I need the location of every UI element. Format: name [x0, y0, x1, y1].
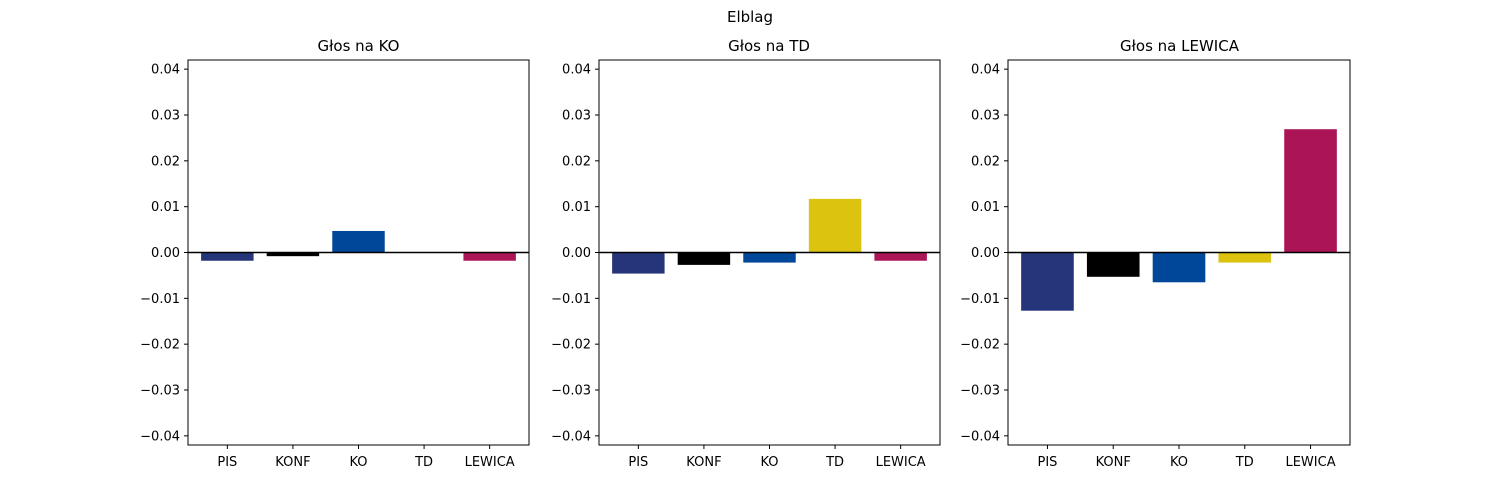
- ytick-label-ko: 0.00: [151, 246, 180, 261]
- bar-lewica-pis: [1021, 252, 1074, 311]
- bar-ko-konf: [266, 252, 320, 257]
- xtick-label-td-konf: KONF: [686, 455, 721, 470]
- bar-td-konf: [677, 252, 731, 265]
- ytick-label-ko: 0.04: [151, 63, 180, 78]
- xtick-label-lewica-pis: PIS: [1037, 455, 1057, 470]
- bar-td-pis: [612, 252, 665, 274]
- ytick-label-td: −0.01: [551, 292, 591, 307]
- subplot-td-title: Głos na TD: [728, 37, 810, 55]
- bar-td-lewica: [874, 252, 927, 261]
- ytick-label-td: 0.04: [562, 63, 591, 78]
- bar-lewica-td: [1218, 252, 1272, 263]
- bar-lewica-konf: [1086, 252, 1140, 277]
- ytick-label-lewica: −0.03: [960, 384, 1000, 399]
- ytick-label-td: −0.04: [551, 429, 591, 444]
- xtick-label-td-td: TD: [825, 455, 844, 470]
- ytick-label-td: 0.00: [562, 246, 591, 261]
- ytick-label-lewica: −0.04: [960, 429, 1000, 444]
- figure-suptitle: Elblag: [727, 8, 773, 26]
- ytick-label-lewica: −0.02: [960, 338, 1000, 353]
- ytick-label-ko: 0.02: [151, 154, 180, 169]
- xtick-label-ko-ko: KO: [349, 455, 367, 470]
- ytick-label-td: 0.01: [562, 200, 591, 215]
- ytick-label-td: −0.03: [551, 384, 591, 399]
- xtick-label-td-lewica: LEWICA: [876, 455, 926, 470]
- ytick-label-lewica: 0.03: [971, 109, 1000, 124]
- bar-td-ko: [743, 252, 796, 263]
- ytick-label-ko: 0.01: [151, 200, 180, 215]
- xtick-label-lewica-td: TD: [1235, 455, 1254, 470]
- xtick-label-ko-td: TD: [414, 455, 433, 470]
- bar-lewica-lewica: [1284, 129, 1337, 253]
- ytick-label-lewica: 0.02: [971, 154, 1000, 169]
- ytick-label-lewica: 0.00: [971, 246, 1000, 261]
- ytick-label-ko: −0.03: [140, 384, 180, 399]
- ytick-label-td: 0.03: [562, 109, 591, 124]
- ytick-label-ko: −0.01: [140, 292, 180, 307]
- xtick-label-ko-konf: KONF: [275, 455, 310, 470]
- bar-ko-lewica: [463, 252, 516, 261]
- xtick-label-td-ko: KO: [760, 455, 778, 470]
- subplot-td: Głos na TD −0.04 −0.03 −0.02 −0.01 0.00 0.01 0…: [551, 37, 941, 470]
- subplot-lewica-title: Głos na LEWICA: [1120, 37, 1240, 55]
- ytick-label-lewica: −0.01: [960, 292, 1000, 307]
- ytick-label-td: 0.02: [562, 154, 591, 169]
- xtick-label-lewica-lewica: LEWICA: [1285, 455, 1335, 470]
- subplot-lewica: Głos na LEWICA −0.04 −0.03 −0.02 −0.01 0.00 0…: [960, 37, 1351, 470]
- ytick-label-td: −0.02: [551, 338, 591, 353]
- xtick-label-td-pis: PIS: [628, 455, 648, 470]
- ytick-label-ko: 0.03: [151, 109, 180, 124]
- subplot-ko-title: Głos na KO: [318, 37, 400, 55]
- bar-ko-ko: [332, 230, 385, 253]
- ytick-label-ko: −0.04: [140, 429, 180, 444]
- subplot-ko: Głos na KO −0.04 −0.03 −0.02 −0.01 0.00 0.01 0…: [140, 37, 530, 470]
- xtick-label-ko-lewica: LEWICA: [465, 455, 515, 470]
- xtick-label-lewica-ko: KO: [1170, 455, 1188, 470]
- bar-ko-pis: [201, 252, 254, 261]
- ytick-label-ko: −0.02: [140, 338, 180, 353]
- bar-td-td: [808, 198, 862, 253]
- ytick-label-lewica: 0.01: [971, 200, 1000, 215]
- ytick-label-lewica: 0.04: [971, 63, 1000, 78]
- xtick-label-lewica-konf: KONF: [1096, 455, 1131, 470]
- bar-lewica-ko: [1152, 252, 1206, 283]
- xtick-label-ko-pis: PIS: [217, 455, 237, 470]
